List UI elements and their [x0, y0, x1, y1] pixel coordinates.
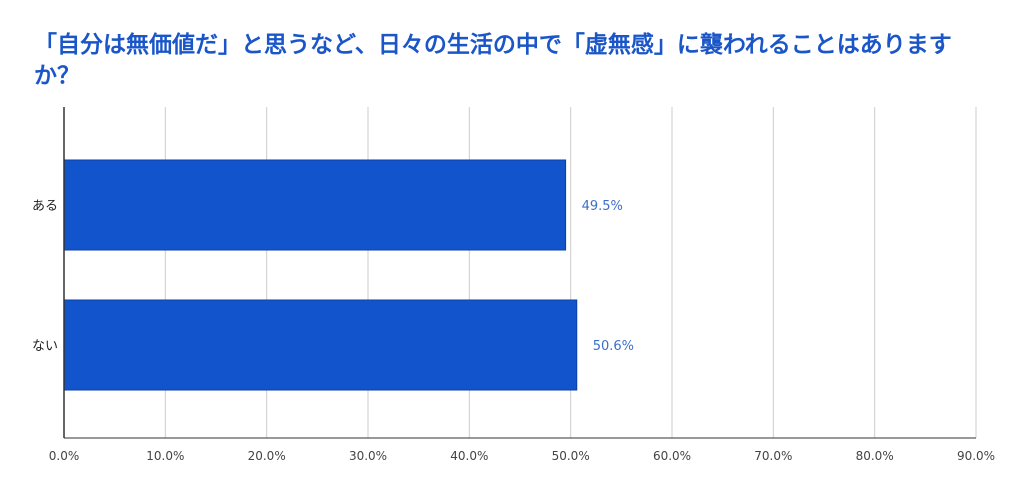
- x-tick-label: 20.0%: [248, 449, 286, 463]
- x-tick-label: 40.0%: [450, 449, 488, 463]
- category-label: ない: [32, 339, 58, 354]
- x-tick-label: 10.0%: [146, 449, 184, 463]
- x-tick-label: 80.0%: [856, 449, 894, 463]
- data-label: 50.6%: [593, 339, 634, 354]
- category-label: ある: [32, 199, 58, 214]
- x-tick-label: 70.0%: [754, 449, 792, 463]
- labels: 0.0% 10.0% 20.0% 30.0% 40.0% 50.0% 60.0% 70.0% 8…: [32, 199, 995, 463]
- data-label: 49.5%: [582, 199, 623, 214]
- x-tick-label: 0.0%: [49, 449, 80, 463]
- x-tick-label: 50.0%: [552, 449, 590, 463]
- bar-1: [63, 159, 567, 251]
- bars: [63, 159, 578, 391]
- x-tick-label: 30.0%: [349, 449, 387, 463]
- axes: [63, 107, 976, 439]
- bar-2: [63, 299, 578, 391]
- chart-title: 「自分は無価値だ」と思うなど、日々の生活の中で「虚無感」に襲われることはあります…: [34, 32, 952, 89]
- x-tick-label: 90.0%: [957, 449, 995, 463]
- x-tick-label: 60.0%: [653, 449, 691, 463]
